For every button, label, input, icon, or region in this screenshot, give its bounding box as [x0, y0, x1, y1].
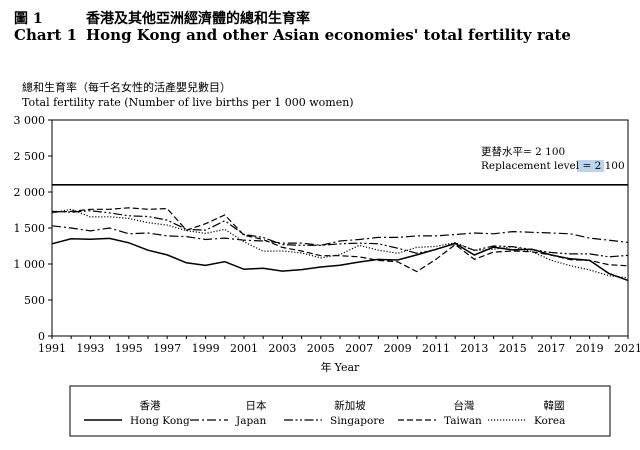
x-tick-label: 2015 — [499, 342, 527, 355]
chart-number-zh: 圖 1 — [14, 11, 43, 27]
legend-label-korea: Korea — [534, 415, 565, 427]
x-tick-label: 2019 — [576, 342, 604, 355]
x-tick-label: 2011 — [422, 342, 450, 355]
legend-label-zh-taiwan: 台灣 — [454, 399, 475, 412]
chart-number-en: Chart 1 — [14, 26, 78, 44]
y-tick-label: 3 000 — [14, 114, 46, 127]
x-tick-label: 1993 — [76, 342, 104, 355]
series-line-japan — [51, 225, 629, 246]
chart-title-en: Hong Kong and other Asian economies' tot… — [86, 26, 571, 44]
x-tick-label: 2017 — [537, 342, 565, 355]
replacement-level-label-value: 2 100 — [595, 160, 625, 172]
x-axis-label-en: Year — [334, 361, 360, 374]
series-line-taiwan — [51, 207, 629, 273]
replacement-level-label-zh: 更替水平= 2 100 — [481, 145, 565, 158]
series-line-hong-kong — [51, 237, 629, 282]
replacement-level-value-highlight — [577, 160, 604, 172]
series-lines — [51, 207, 629, 282]
legend-label-taiwan: Taiwan — [444, 415, 482, 427]
y-tick-label: 0 — [38, 330, 45, 343]
x-tick-label: 2005 — [307, 342, 335, 355]
x-tick-label: 2007 — [345, 342, 373, 355]
y-axis-label-zh: 總和生育率（每千名女性的活產嬰兒數目） — [22, 80, 231, 94]
y-axis-label-en: Total fertility rate (Number of live bir… — [22, 96, 354, 109]
x-tick-label: 2003 — [268, 342, 296, 355]
x-tick-label: 1999 — [192, 342, 220, 355]
legend-label-hong-kong: Hong Kong — [130, 415, 190, 427]
replacement-level-label-en: Replacement level = — [481, 160, 595, 172]
x-tick-label: 2001 — [230, 342, 258, 355]
series-line-singapore — [51, 210, 629, 258]
y-tick-label: 2 000 — [14, 186, 46, 199]
legend-label-zh-japan: 日本 — [246, 399, 267, 412]
x-tick-label: 1991 — [38, 342, 66, 355]
y-tick-label: 500 — [24, 294, 45, 307]
chart-number-zh-row: 圖 1 香港及其他亞洲經濟體的總和生育率 — [14, 8, 310, 28]
legend-label-zh-hong-kong: 香港 — [140, 400, 161, 412]
legend-label-zh-singapore: 新加坡 — [334, 399, 366, 412]
legend-label-singapore: Singapore — [330, 415, 385, 427]
chart-title-zh: 香港及其他亞洲經濟體的總和生育率 — [86, 11, 310, 27]
legend-label-zh-korea: 韓國 — [544, 400, 565, 412]
y-tick-label: 1 000 — [14, 258, 46, 271]
y-tick-label: 1 500 — [14, 222, 46, 235]
legend: 香港 Hong Kong 日本 Japan 新加坡 Singapore 台灣 Taiwan 韓國… — [84, 399, 565, 427]
x-tick-label: 1997 — [153, 342, 181, 355]
x-tick-label: 2013 — [460, 342, 488, 355]
x-tick-label: 1995 — [115, 342, 143, 355]
y-axis-ticks: 0 500 1 000 1 500 2 000 2 500 3 000 — [14, 114, 52, 343]
x-axis-label-zh: 年 — [321, 360, 332, 374]
x-axis-ticks: 1991 1993 1995 1997 1999 2001 2003 2005 2007 2009… — [38, 336, 640, 355]
x-tick-label: 2021 — [614, 342, 640, 355]
y-tick-label: 2 500 — [14, 150, 46, 163]
x-tick-label: 2009 — [384, 342, 412, 355]
legend-label-japan: Japan — [235, 415, 266, 427]
chart-number-en-row: Chart 1 Hong Kong and other Asian economi… — [14, 26, 571, 44]
x-axis-label-line: 年 Year — [321, 360, 360, 374]
replacement-level-group: 更替水平= 2 100 Replacement level = 2 100 — [52, 145, 628, 186]
legend-box — [69, 385, 611, 437]
replacement-level-label-en-line: Replacement level = 2 100 — [481, 160, 625, 172]
